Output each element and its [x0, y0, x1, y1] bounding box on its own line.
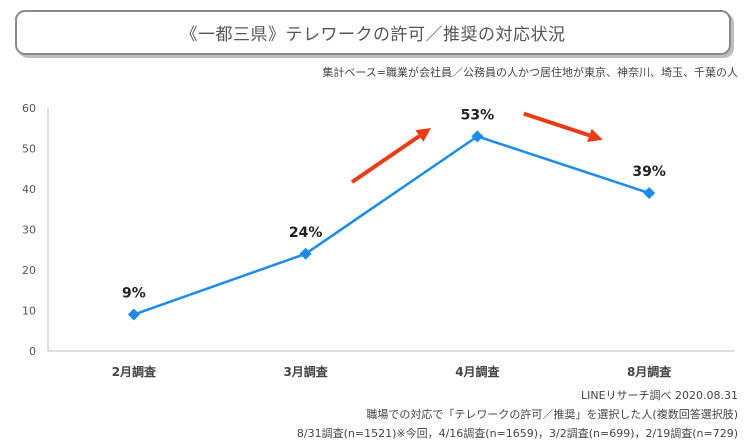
arrow-head — [415, 128, 432, 142]
data-label: 53% — [461, 107, 495, 123]
data-label: 24% — [289, 225, 323, 241]
data-label: 39% — [632, 164, 666, 180]
x-tick-label: 3月調査 — [283, 364, 328, 379]
trend-arrow-down — [523, 111, 603, 142]
y-tick-label: 20 — [22, 264, 36, 277]
x-tick-labels: 2月調査 3月調査 4月調査 8月調査 — [112, 364, 673, 379]
x-tick-label: 8月調査 — [627, 364, 672, 379]
y-tick-label: 30 — [22, 224, 36, 237]
y-tick-label: 40 — [22, 183, 36, 196]
arrow-head — [587, 128, 603, 142]
data-labels: 9% 24% 53% 39% — [122, 107, 666, 301]
chart-title: 《一都三県》テレワークの許可／推奨の対応状況 — [180, 25, 566, 45]
title-box: 《一都三県》テレワークの許可／推奨の対応状況 — [15, 10, 731, 55]
y-tick-label: 10 — [22, 305, 36, 318]
data-point-marker — [127, 308, 140, 321]
footnote-source: LINEリサーチ調べ 2020.08.31 — [580, 389, 738, 402]
trend-arrows — [350, 111, 603, 184]
x-tick-label: 2月調査 — [112, 364, 157, 379]
series-line — [133, 135, 650, 316]
arrow-shaft — [523, 111, 591, 138]
y-tick-label: 50 — [22, 143, 36, 156]
data-label: 9% — [122, 286, 146, 302]
x-tick-label: 4月調査 — [455, 364, 500, 379]
y-tick-labels: 0 10 20 30 40 50 60 — [22, 102, 36, 358]
y-tick-label: 60 — [22, 102, 36, 115]
series-group — [127, 130, 656, 321]
footnotes: LINEリサーチ調べ 2020.08.31 職場での対応で「テレワークの許可／推… — [297, 386, 738, 443]
y-tick-label: 0 — [29, 345, 36, 358]
footnote-question: 職場での対応で「テレワークの許可／推奨」を選択した人(複数回答選択肢) — [366, 408, 738, 421]
data-point-marker — [299, 247, 312, 260]
base-note: 集計ベース=職業が会社員／公務員の人かつ居住地が東京、神奈川、埼玉、千葉の人 — [322, 66, 738, 79]
trend-arrow-up — [350, 128, 432, 184]
data-point-marker — [643, 187, 656, 200]
arrow-shaft — [350, 134, 421, 184]
footnote-samples: 8/31調査(n=1521)※今回，4/16調査(n=1659)，3/2調査(n… — [296, 427, 738, 440]
data-point-marker — [471, 130, 484, 143]
